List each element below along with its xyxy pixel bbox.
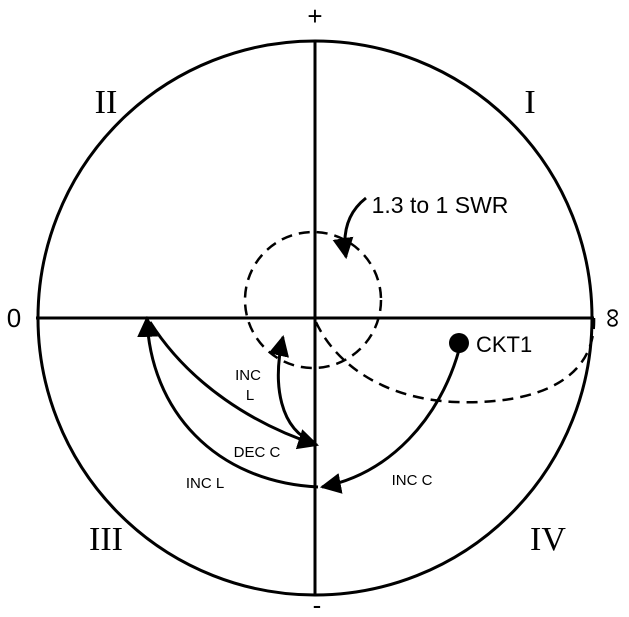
axis-label-right: ∞ [599, 308, 629, 328]
inc-c-arrow [319, 349, 461, 494]
quadrant-label-1: I [524, 84, 535, 121]
inc-c-label: INC C [392, 472, 433, 489]
axis-label-top: + [307, 1, 322, 31]
axis-label-left: 0 [7, 303, 21, 333]
inc-l-upper-label-line2: L [246, 387, 254, 404]
dec-c-label: DEC C [234, 444, 281, 461]
swr-label: 1.3 to 1 SWR [372, 192, 509, 218]
dec-c-arrow [148, 321, 319, 450]
swr-circle [243, 230, 383, 370]
ckt1-point [449, 333, 469, 353]
inc-l-upper-label-line1: INC [235, 367, 261, 384]
resistance-arc [313, 317, 596, 404]
ckt1-label: CKT1 [476, 332, 532, 357]
inc-l-upper-arrow [268, 334, 316, 445]
inc-l-lower-arrow [137, 315, 319, 489]
inc-l-lower-label: INC L [186, 475, 224, 492]
axis-label-bottom: - [313, 590, 322, 617]
quadrant-label-3: III [89, 521, 123, 558]
quadrant-label-4: IV [530, 521, 566, 558]
quadrant-label-2: II [95, 84, 118, 121]
swr-pointer-arrow [332, 196, 367, 260]
